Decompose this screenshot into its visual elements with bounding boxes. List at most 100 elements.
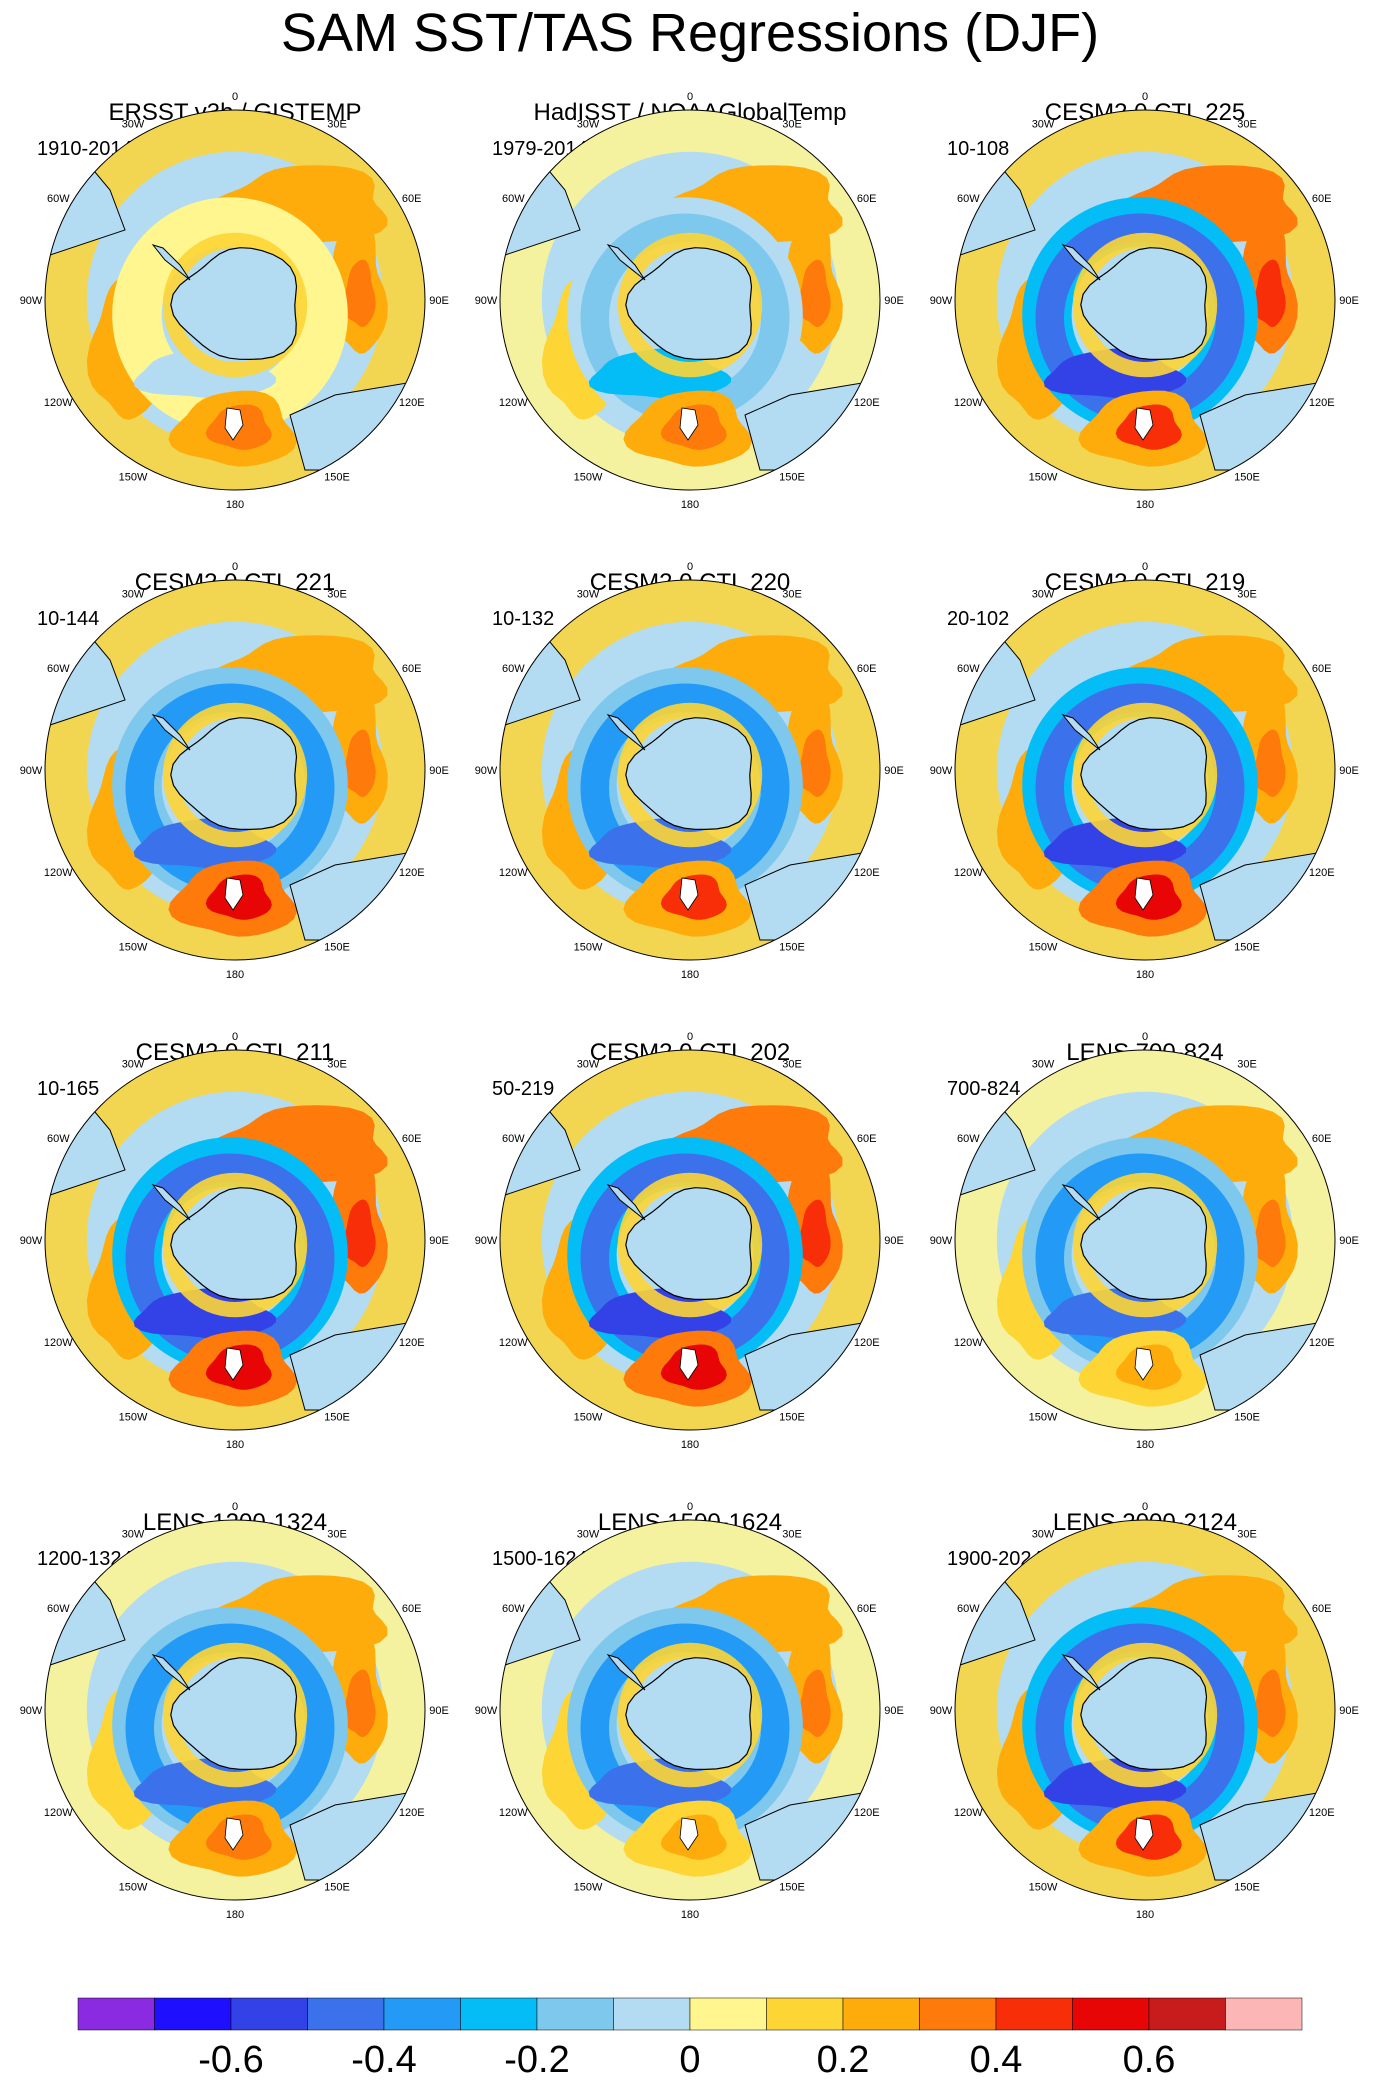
longitude-label: 0	[1142, 91, 1148, 103]
map-border	[44, 1049, 426, 1431]
longitude-label: 150E	[324, 1882, 350, 1894]
longitude-label: 90E	[429, 1705, 449, 1717]
longitude-label: 120W	[954, 867, 983, 879]
antarctic-peninsula	[151, 1184, 191, 1221]
longitude-label: 30E	[1237, 1528, 1257, 1540]
longitude-label: 180	[226, 1439, 244, 1451]
longitude-label: 90W	[475, 1705, 498, 1717]
longitude-label: 120E	[399, 1337, 425, 1349]
longitude-label: 150E	[324, 942, 350, 954]
longitude-label: 60E	[857, 193, 877, 205]
antarctica-continent	[170, 1187, 298, 1301]
antarctica-continent	[170, 247, 298, 361]
longitude-label: 120E	[854, 1807, 880, 1819]
cold-core-pacific	[133, 817, 277, 869]
map-panel: LENS 2000-21241900-2024030E60E90E120E150…	[930, 1501, 1359, 1921]
map-border	[44, 579, 426, 961]
longitude-label: 180	[1136, 499, 1154, 511]
longitude-label: 90E	[884, 765, 904, 777]
longitude-label: 0	[1142, 561, 1148, 573]
longitude-label: 180	[1136, 1439, 1154, 1451]
longitude-label: 150E	[1234, 1412, 1260, 1424]
cold-core-pacific	[1043, 1757, 1187, 1809]
longitude-label: 150W	[574, 942, 603, 954]
antarctic-peninsula	[1061, 1184, 1101, 1221]
longitude-label: 60W	[957, 193, 980, 205]
longitude-label: 30E	[782, 1058, 802, 1070]
longitude-label: 120E	[1309, 397, 1335, 409]
longitude-label: 90E	[884, 1705, 904, 1717]
panel-period: 10-108	[947, 138, 1009, 160]
map-panel: CESM2.0 CTL 21920-102030E60E90E120E150E1…	[930, 561, 1359, 981]
map-panel: CESM2.0 CTL 22510-108030E60E90E120E150E1…	[930, 91, 1359, 511]
longitude-label: 120E	[1309, 1807, 1335, 1819]
map-border	[44, 1519, 426, 1901]
colorbar-tick-label: 0	[679, 2039, 700, 2081]
longitude-label: 30E	[327, 1528, 347, 1540]
colorbar-swatch	[307, 1997, 385, 2031]
longitude-label: 150W	[1029, 1882, 1058, 1894]
colorbar-tick-label: 0.4	[970, 2039, 1023, 2081]
colorbar-swatch	[842, 1997, 920, 2031]
longitude-label: 90W	[930, 765, 953, 777]
longitude-label: 180	[226, 969, 244, 981]
antarctic-peninsula	[606, 714, 646, 751]
antarctic-peninsula	[1061, 1654, 1101, 1691]
panel-period: 1900-2024	[947, 1548, 1043, 1570]
longitude-label: 120W	[499, 1337, 528, 1349]
map-panel: CESM2.0 CTL 22010-132030E60E90E120E150E1…	[475, 561, 904, 981]
longitude-label: 30E	[1237, 118, 1257, 130]
longitude-label: 90E	[884, 1235, 904, 1247]
panel-period: 20-102	[947, 608, 1009, 630]
longitude-label: 120W	[44, 1337, 73, 1349]
warm-core-indian	[343, 259, 376, 328]
cold-core-pacific	[1043, 817, 1187, 869]
warm-core-indian	[798, 729, 831, 798]
longitude-label: 90W	[20, 1235, 43, 1247]
antarctic-peninsula	[151, 1654, 191, 1691]
longitude-label: 60E	[857, 1133, 877, 1145]
panel-period: 700-824	[947, 1078, 1020, 1100]
figure-title: SAM SST/TAS Regressions (DJF)	[280, 3, 1100, 63]
new-zealand-land	[224, 407, 244, 441]
longitude-label: 30W	[1032, 118, 1055, 130]
colorbar-swatch	[383, 1997, 461, 2031]
panel-period: 1979-2014	[492, 138, 588, 160]
longitude-label: 60W	[47, 663, 70, 675]
warm-core-indian	[798, 259, 831, 328]
map-panel: LENS 700-824700-824030E60E90E120E150E180…	[930, 1031, 1359, 1451]
longitude-label: 120E	[399, 1807, 425, 1819]
map-panel: CESM2.0 CTL 20250-219030E60E90E120E150E1…	[475, 1031, 904, 1451]
longitude-label: 90E	[1339, 295, 1359, 307]
colorbar-swatch	[536, 1997, 614, 2031]
longitude-label: 60W	[502, 663, 525, 675]
map-panel: CESM2.0 CTL 21110-165030E60E90E120E150E1…	[20, 1031, 449, 1451]
longitude-label: 30W	[122, 588, 145, 600]
longitude-label: 60W	[47, 1603, 70, 1615]
longitude-label: 180	[1136, 969, 1154, 981]
longitude-label: 60W	[47, 1133, 70, 1145]
antarctica-continent	[1080, 717, 1208, 831]
antarctica-continent	[625, 247, 753, 361]
longitude-label: 0	[232, 1031, 238, 1043]
map-panel: HadISST / NOAAGlobalTemp1979-2014030E60E…	[475, 91, 904, 511]
longitude-label: 0	[1142, 1501, 1148, 1513]
antarctic-peninsula	[606, 244, 646, 281]
cold-core-pacific	[588, 817, 732, 869]
longitude-label: 120E	[1309, 867, 1335, 879]
longitude-label: 30E	[327, 588, 347, 600]
panel-period: 10-165	[37, 1078, 99, 1100]
longitude-label: 120W	[954, 1337, 983, 1349]
new-zealand-land	[679, 1347, 699, 1381]
longitude-label: 90E	[429, 1235, 449, 1247]
warm-core-indian	[1253, 1669, 1286, 1738]
longitude-label: 90W	[20, 1705, 43, 1717]
longitude-label: 150W	[574, 1412, 603, 1424]
longitude-label: 60W	[957, 1133, 980, 1145]
warm-core-indian	[343, 1669, 376, 1738]
longitude-label: 120W	[499, 867, 528, 879]
longitude-label: 0	[687, 1501, 693, 1513]
new-zealand-land	[224, 877, 244, 911]
longitude-label: 30E	[782, 118, 802, 130]
cold-core-pacific	[588, 1287, 732, 1339]
